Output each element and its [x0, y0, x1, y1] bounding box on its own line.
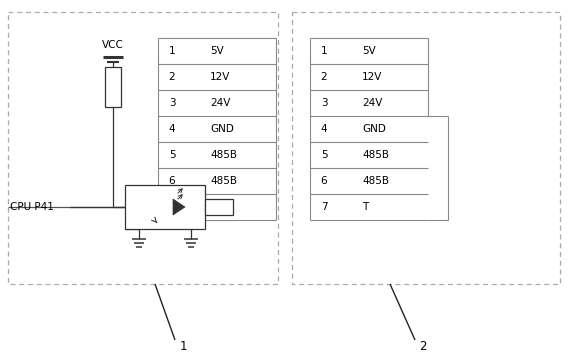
Text: 2: 2 [419, 340, 427, 352]
Text: 3: 3 [169, 98, 175, 108]
Bar [125, 185, 205, 229]
Polygon shape [173, 199, 185, 215]
Text: 5: 5 [321, 150, 327, 160]
Text: 1: 1 [179, 340, 187, 352]
Text: 3: 3 [321, 98, 327, 108]
Text: 1: 1 [169, 46, 175, 56]
Bar [105, 67, 121, 107]
Text: 12V: 12V [362, 72, 382, 82]
Text: 12V: 12V [210, 72, 230, 82]
Text: 485B: 485B [210, 150, 237, 160]
Bar [205, 199, 233, 215]
Text: 7: 7 [169, 202, 175, 212]
Text: 24V: 24V [362, 98, 382, 108]
Text: 485B: 485B [362, 150, 389, 160]
Text: GND: GND [210, 124, 234, 134]
Text: GND: GND [362, 124, 386, 134]
Text: 5: 5 [169, 150, 175, 160]
Text: T: T [362, 202, 368, 212]
Text: 2: 2 [321, 72, 327, 82]
Text: 6: 6 [321, 176, 327, 186]
Text: 2: 2 [169, 72, 175, 82]
Text: 4: 4 [321, 124, 327, 134]
Text: VCC: VCC [102, 40, 124, 50]
Text: 5V: 5V [362, 46, 376, 56]
Text: 1: 1 [321, 46, 327, 56]
Text: 485B: 485B [362, 176, 389, 186]
Text: CPU P41: CPU P41 [10, 202, 54, 212]
Text: 6: 6 [169, 176, 175, 186]
Text: 5V: 5V [210, 46, 224, 56]
Text: T: T [210, 202, 216, 212]
Text: 7: 7 [321, 202, 327, 212]
Text: 485B: 485B [210, 176, 237, 186]
Text: 24V: 24V [210, 98, 230, 108]
Text: 4: 4 [169, 124, 175, 134]
